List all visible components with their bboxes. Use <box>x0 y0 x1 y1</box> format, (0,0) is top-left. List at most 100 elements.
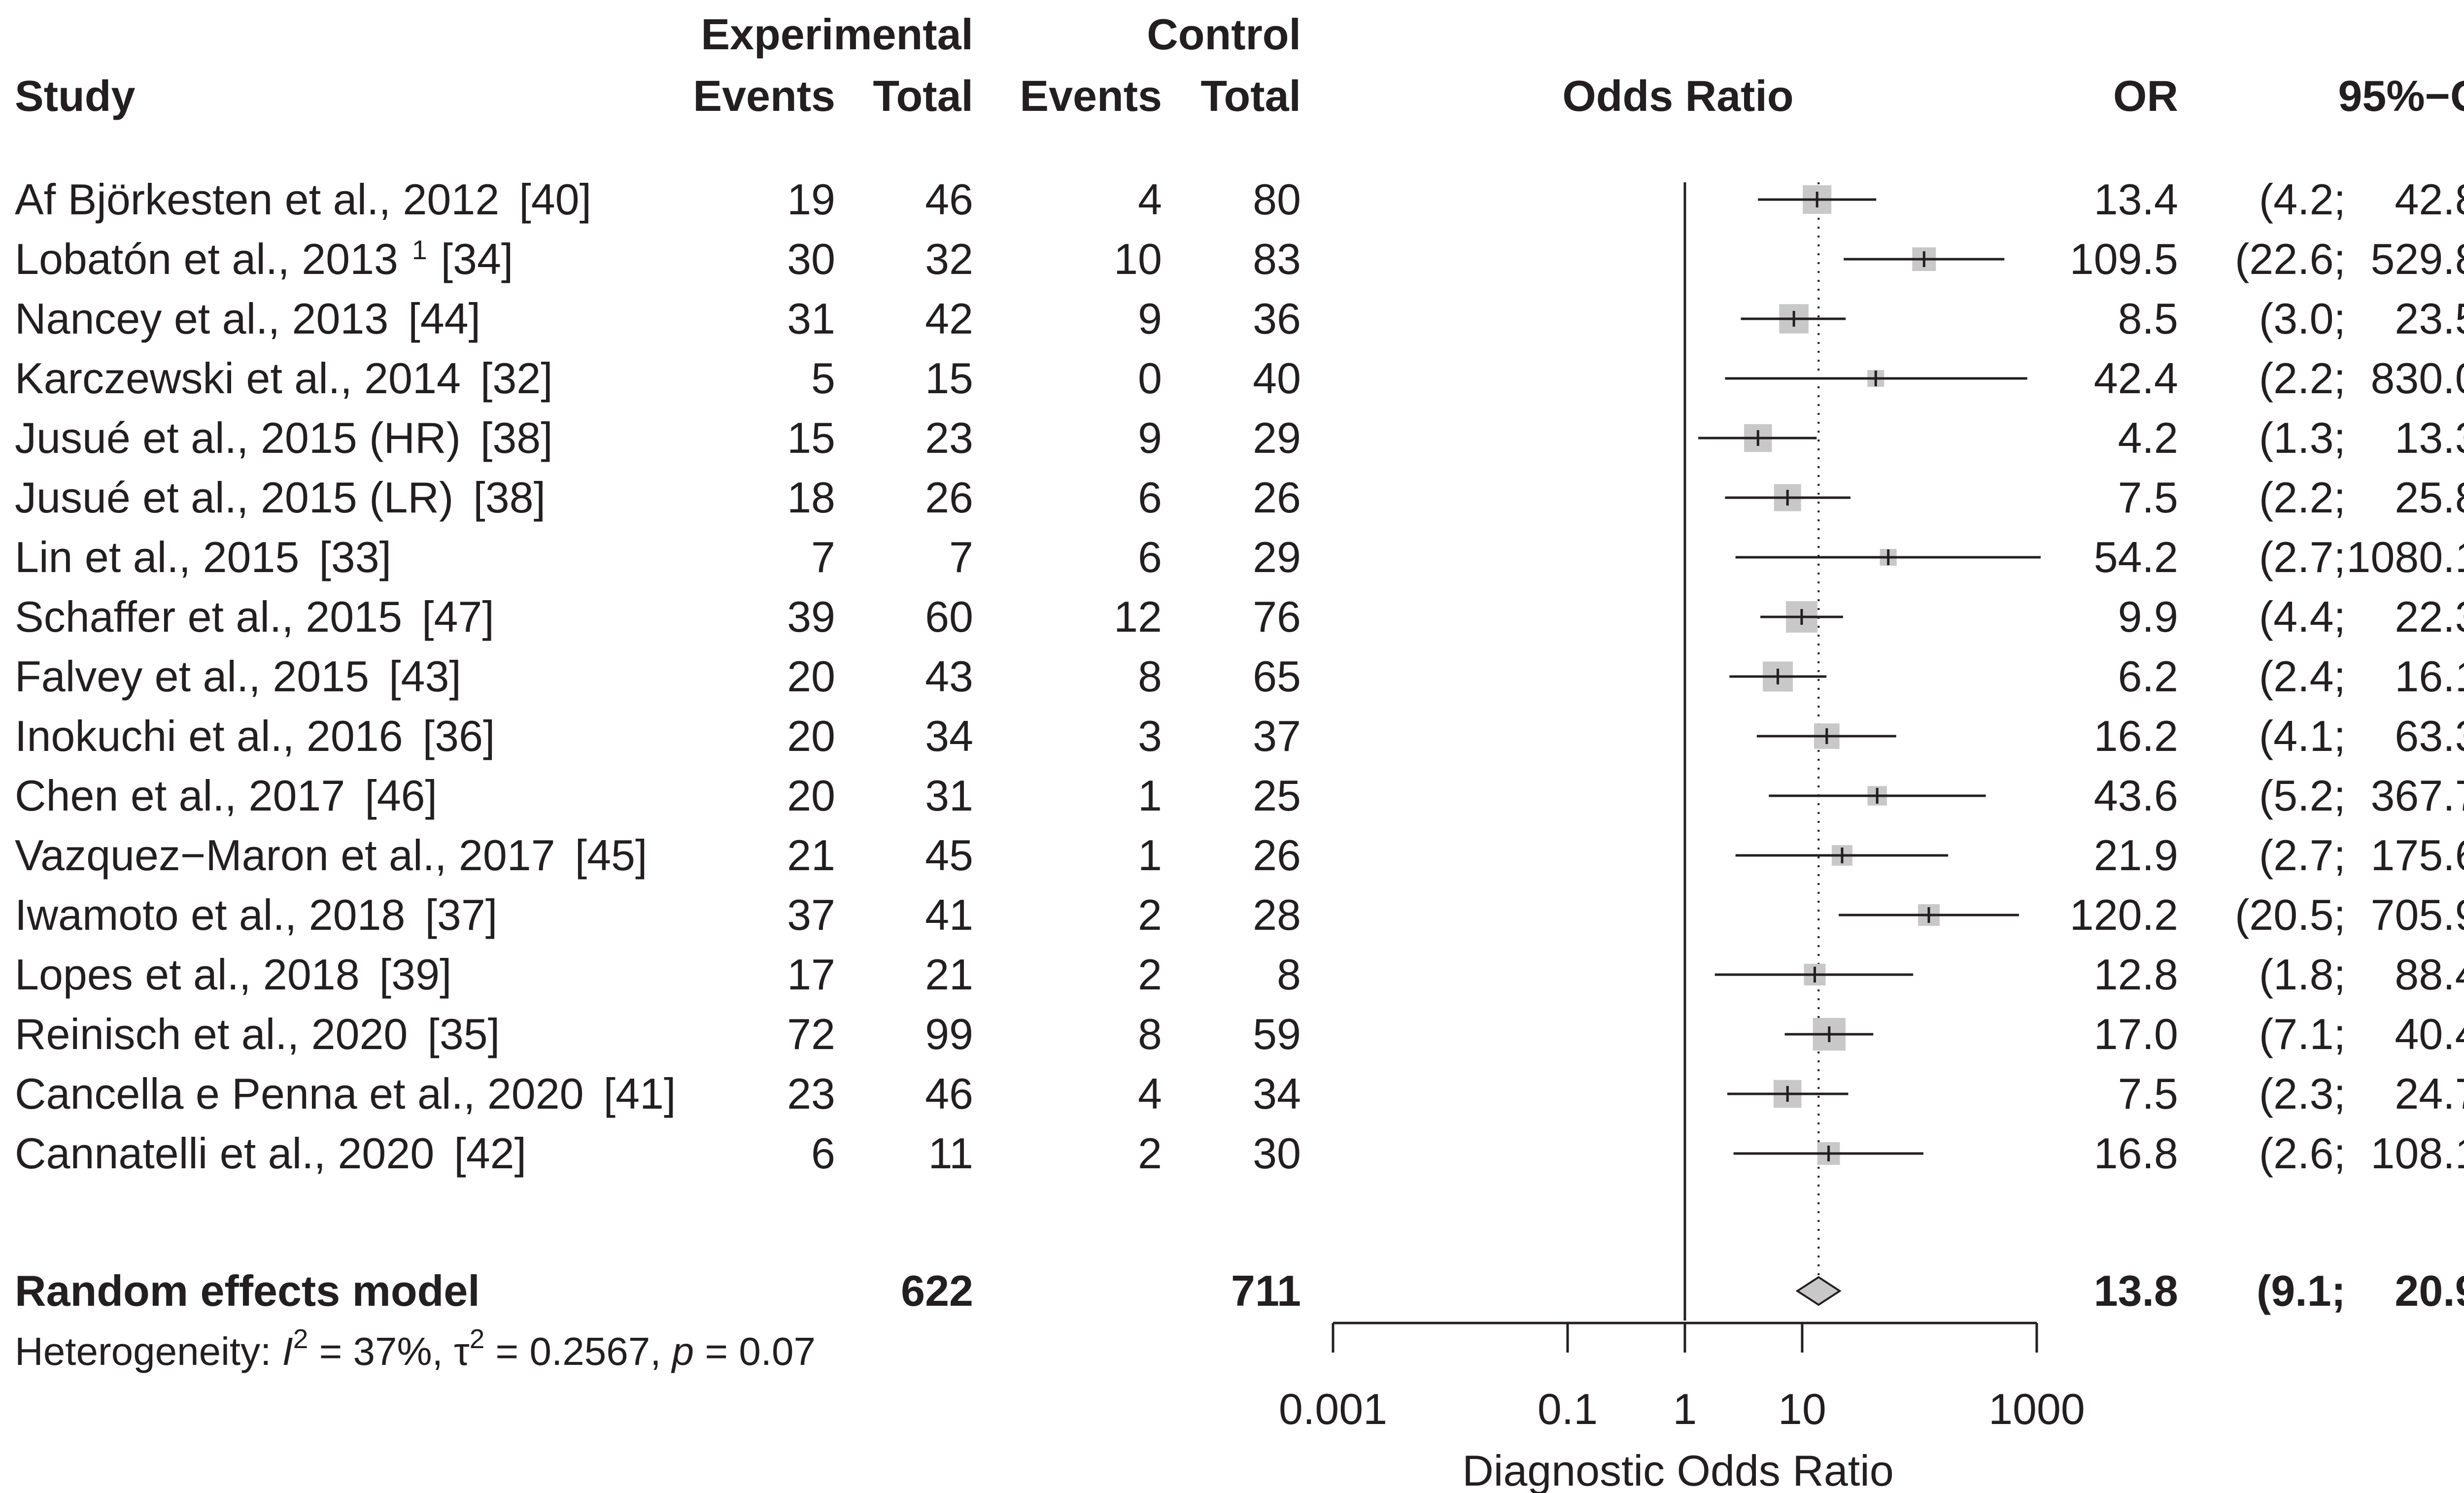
ci-lower-cell: (2.3; <box>2259 1069 2346 1118</box>
study-marker <box>1714 964 1914 985</box>
ctrl-events-cell: 6 <box>1138 473 1162 522</box>
header-study: Study <box>15 71 136 120</box>
exp-total-cell: 46 <box>925 175 973 224</box>
or-cell: 16.8 <box>2094 1129 2178 1178</box>
summary-exp-total: 622 <box>901 1266 973 1315</box>
ctrl-events-cell: 2 <box>1138 890 1162 939</box>
study-row: Iwamoto et al., 2018 [37] 37 41 2 28 120.2 (20.… <box>15 890 2464 939</box>
study-marker <box>1760 601 1843 633</box>
or-cell: 6.2 <box>2118 652 2178 701</box>
or-cell: 43.6 <box>2094 771 2178 820</box>
exp-events-cell: 39 <box>787 592 835 641</box>
study-marker <box>1727 1080 1848 1108</box>
exp-total-cell: 23 <box>925 413 973 462</box>
ci-upper-cell: 108.1) <box>2370 1129 2464 1178</box>
study-row: Falvey et al., 2015 [43] 20 43 8 65 6.2 (2.4; 16… <box>15 652 2464 701</box>
exp-total-cell: 99 <box>925 1010 973 1058</box>
header-ctrl-total: Total <box>1200 71 1301 120</box>
study-marker <box>1741 304 1846 334</box>
ci-lower-cell: (2.7; <box>2259 831 2346 880</box>
ci-lower-cell: (2.2; <box>2259 354 2346 403</box>
ci-lower-cell: (20.5; <box>2235 890 2346 939</box>
study-marker <box>1844 247 2005 271</box>
x-tick-label: 0.001 <box>1279 1385 1387 1433</box>
ci-upper-cell: 13.3) <box>2395 413 2464 462</box>
study-marker <box>1733 1142 1924 1165</box>
header-ci: 95%−CI <box>2338 71 2464 120</box>
or-cell: 12.8 <box>2094 950 2178 999</box>
summary-diamond <box>1795 1276 1842 1306</box>
exp-total-cell: 45 <box>925 831 973 880</box>
study-name: Schaffer et al., 2015 [47] <box>15 592 494 641</box>
ci-upper-cell: 175.6) <box>2370 831 2464 880</box>
or-cell: 13.4 <box>2094 175 2178 224</box>
ci-lower-cell: (4.4; <box>2259 592 2346 641</box>
header-control: Control <box>1147 10 1301 59</box>
ctrl-total-cell: 34 <box>1253 1069 1301 1118</box>
exp-total-cell: 31 <box>925 771 973 820</box>
exp-events-cell: 20 <box>787 652 835 701</box>
plot-lines <box>1683 182 1820 1321</box>
header-exp-total: Total <box>873 71 973 120</box>
or-cell: 17.0 <box>2094 1010 2178 1058</box>
ctrl-total-cell: 65 <box>1253 652 1301 701</box>
ctrl-total-cell: 59 <box>1253 1010 1301 1058</box>
study-row: Inokuchi et al., 2016 [36] 20 34 3 37 16.2 (4.1… <box>15 712 2464 760</box>
ci-upper-cell: 22.3) <box>2395 592 2464 641</box>
header-or: OR <box>2113 71 2178 120</box>
ctrl-events-cell: 12 <box>1114 592 1162 641</box>
header-experimental: Experimental <box>701 10 973 59</box>
study-row: Lin et al., 2015[33] 7 7 6 29 54.2 (2.7;1080.1… <box>15 533 2464 581</box>
ctrl-total-cell: 30 <box>1253 1129 1301 1178</box>
ctrl-total-cell: 26 <box>1253 473 1301 522</box>
exp-events-cell: 20 <box>787 712 835 760</box>
ctrl-events-cell: 2 <box>1138 950 1162 999</box>
exp-events-cell: 21 <box>787 831 835 880</box>
study-rows: Af Björkesten et al., 2012 [40] 19 46 4 80 13.… <box>15 175 2464 1178</box>
ctrl-total-cell: 37 <box>1253 712 1301 760</box>
ci-lower-cell: (2.6; <box>2259 1129 2346 1178</box>
study-name: Nancey et al., 2013 [44] <box>15 294 480 343</box>
study-name: Falvey et al., 2015 [43] <box>15 652 461 701</box>
study-row: Reinisch et al., 2020 [35] 72 99 8 59 17.0 (7.1… <box>15 1010 2464 1058</box>
study-name: Lin et al., 2015 [33] <box>15 533 391 581</box>
summary-row: Random effects model 622 711 13.8 (9.1; … <box>15 1266 2464 1315</box>
exp-total-cell: 60 <box>925 592 973 641</box>
study-name: Inokuchi et al., 2016 [36] <box>15 712 495 760</box>
x-tick-label: 10 <box>1778 1385 1826 1433</box>
study-name: Reinisch et al., 2020 [35] <box>15 1010 500 1058</box>
summary-label: Random effects model <box>15 1266 480 1315</box>
study-name: Cannatelli et al., 2020 [42] <box>15 1129 526 1178</box>
or-cell: 8.5 <box>2118 294 2178 343</box>
study-marker <box>1725 484 1850 511</box>
ctrl-total-cell: 83 <box>1253 235 1301 283</box>
heterogeneity-text: Heterogeneity: I2 = 37%, τ2 = 0.2567, p … <box>15 1323 816 1373</box>
ctrl-total-cell: 26 <box>1253 831 1301 880</box>
x-tick-label: 1 <box>1673 1385 1697 1433</box>
summary-ci-upper: 20.9) <box>2395 1266 2464 1315</box>
ci-lower-cell: (4.2; <box>2259 175 2346 224</box>
study-marker <box>1756 723 1896 749</box>
exp-events-cell: 7 <box>811 533 835 581</box>
ctrl-total-cell: 80 <box>1253 175 1301 224</box>
summary-ctrl-total: 711 <box>1231 1266 1301 1315</box>
ci-upper-cell: 705.9) <box>2370 890 2464 939</box>
study-row: Lopes et al., 2018 [39] 17 21 2 8 12.8 (1.8; 88.… <box>15 950 2464 999</box>
exp-events-cell: 6 <box>811 1129 835 1178</box>
ctrl-events-cell: 1 <box>1138 771 1162 820</box>
ci-lower-cell: (2.2; <box>2259 473 2346 522</box>
ci-lower-cell: (2.4; <box>2259 652 2346 701</box>
study-row: Nancey et al., 2013 [44] 31 42 9 36 8.5 (3.0; 23… <box>15 294 2464 343</box>
exp-events-cell: 37 <box>787 890 835 939</box>
study-name: Lopes et al., 2018 [39] <box>15 950 451 999</box>
study-row: Af Björkesten et al., 2012 [40] 19 46 4 80 13.… <box>15 175 2464 224</box>
exp-total-cell: 46 <box>925 1069 973 1118</box>
ctrl-total-cell: 36 <box>1253 294 1301 343</box>
exp-events-cell: 15 <box>787 413 835 462</box>
ctrl-events-cell: 1 <box>1138 831 1162 880</box>
study-row: Jusué et al., 2015 (LR) [38] 18 26 6 26 7.5 (2.… <box>15 473 2464 522</box>
study-row: Vazquez−Maron et al., 2017 [45] 21 45 1 26 21.… <box>15 831 2464 880</box>
x-axis-label: Diagnostic Odds Ratio <box>1462 1446 1894 1493</box>
exp-total-cell: 32 <box>925 235 973 283</box>
